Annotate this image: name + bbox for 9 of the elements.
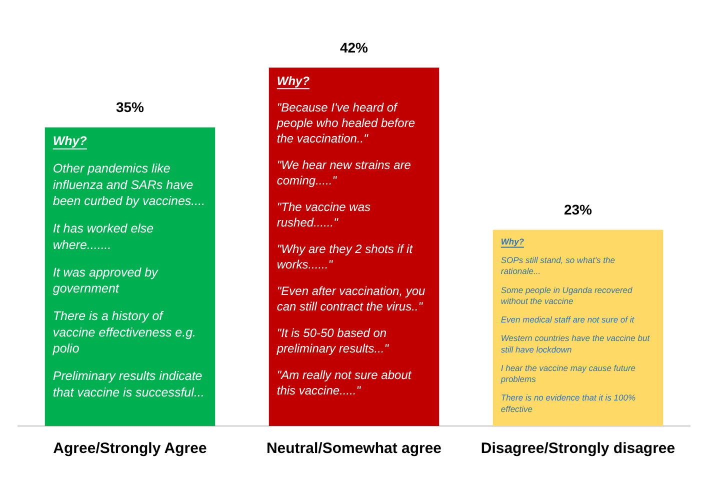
x-tick-label: Agree/Strongly Agree [53,440,207,458]
x-tick-label: Neutral/Somewhat agree [266,440,442,458]
text: Why? SOPs still stand, so what's the rationale... Some people in Uganda recovered without the vaccine Even medical staff are not sure of it Western countries have the vaccine but still have lockdown I hear the vaccine may cause future problems There is no evidence that it is 100% effective [500,236,650,414]
data-label: 35% [116,99,145,116]
text: Why? Other pandemics like influenza and SARs have been curbed by vaccines.... It has worked else where....... It was approved by government There is a history of vaccine effectiveness e.g. polio Preliminary results indicate that vaccine is successful... [52,134,206,400]
data-label: 23% [564,202,593,218]
data-label: 42% [340,39,369,56]
x-tick-label: Disagree/Strongly disagree [480,440,676,458]
text: Why? "Because I've heard of people who healed before the vaccination.." "We hear new strains are coming....." "The vaccine was rushed......" "Why are they 2 shots if it works......" "Even after vaccination, you can still contract the virus.." "It is 50-50 based on preliminary results..." "Am really not sure about this vaccine....." [276,74,426,398]
